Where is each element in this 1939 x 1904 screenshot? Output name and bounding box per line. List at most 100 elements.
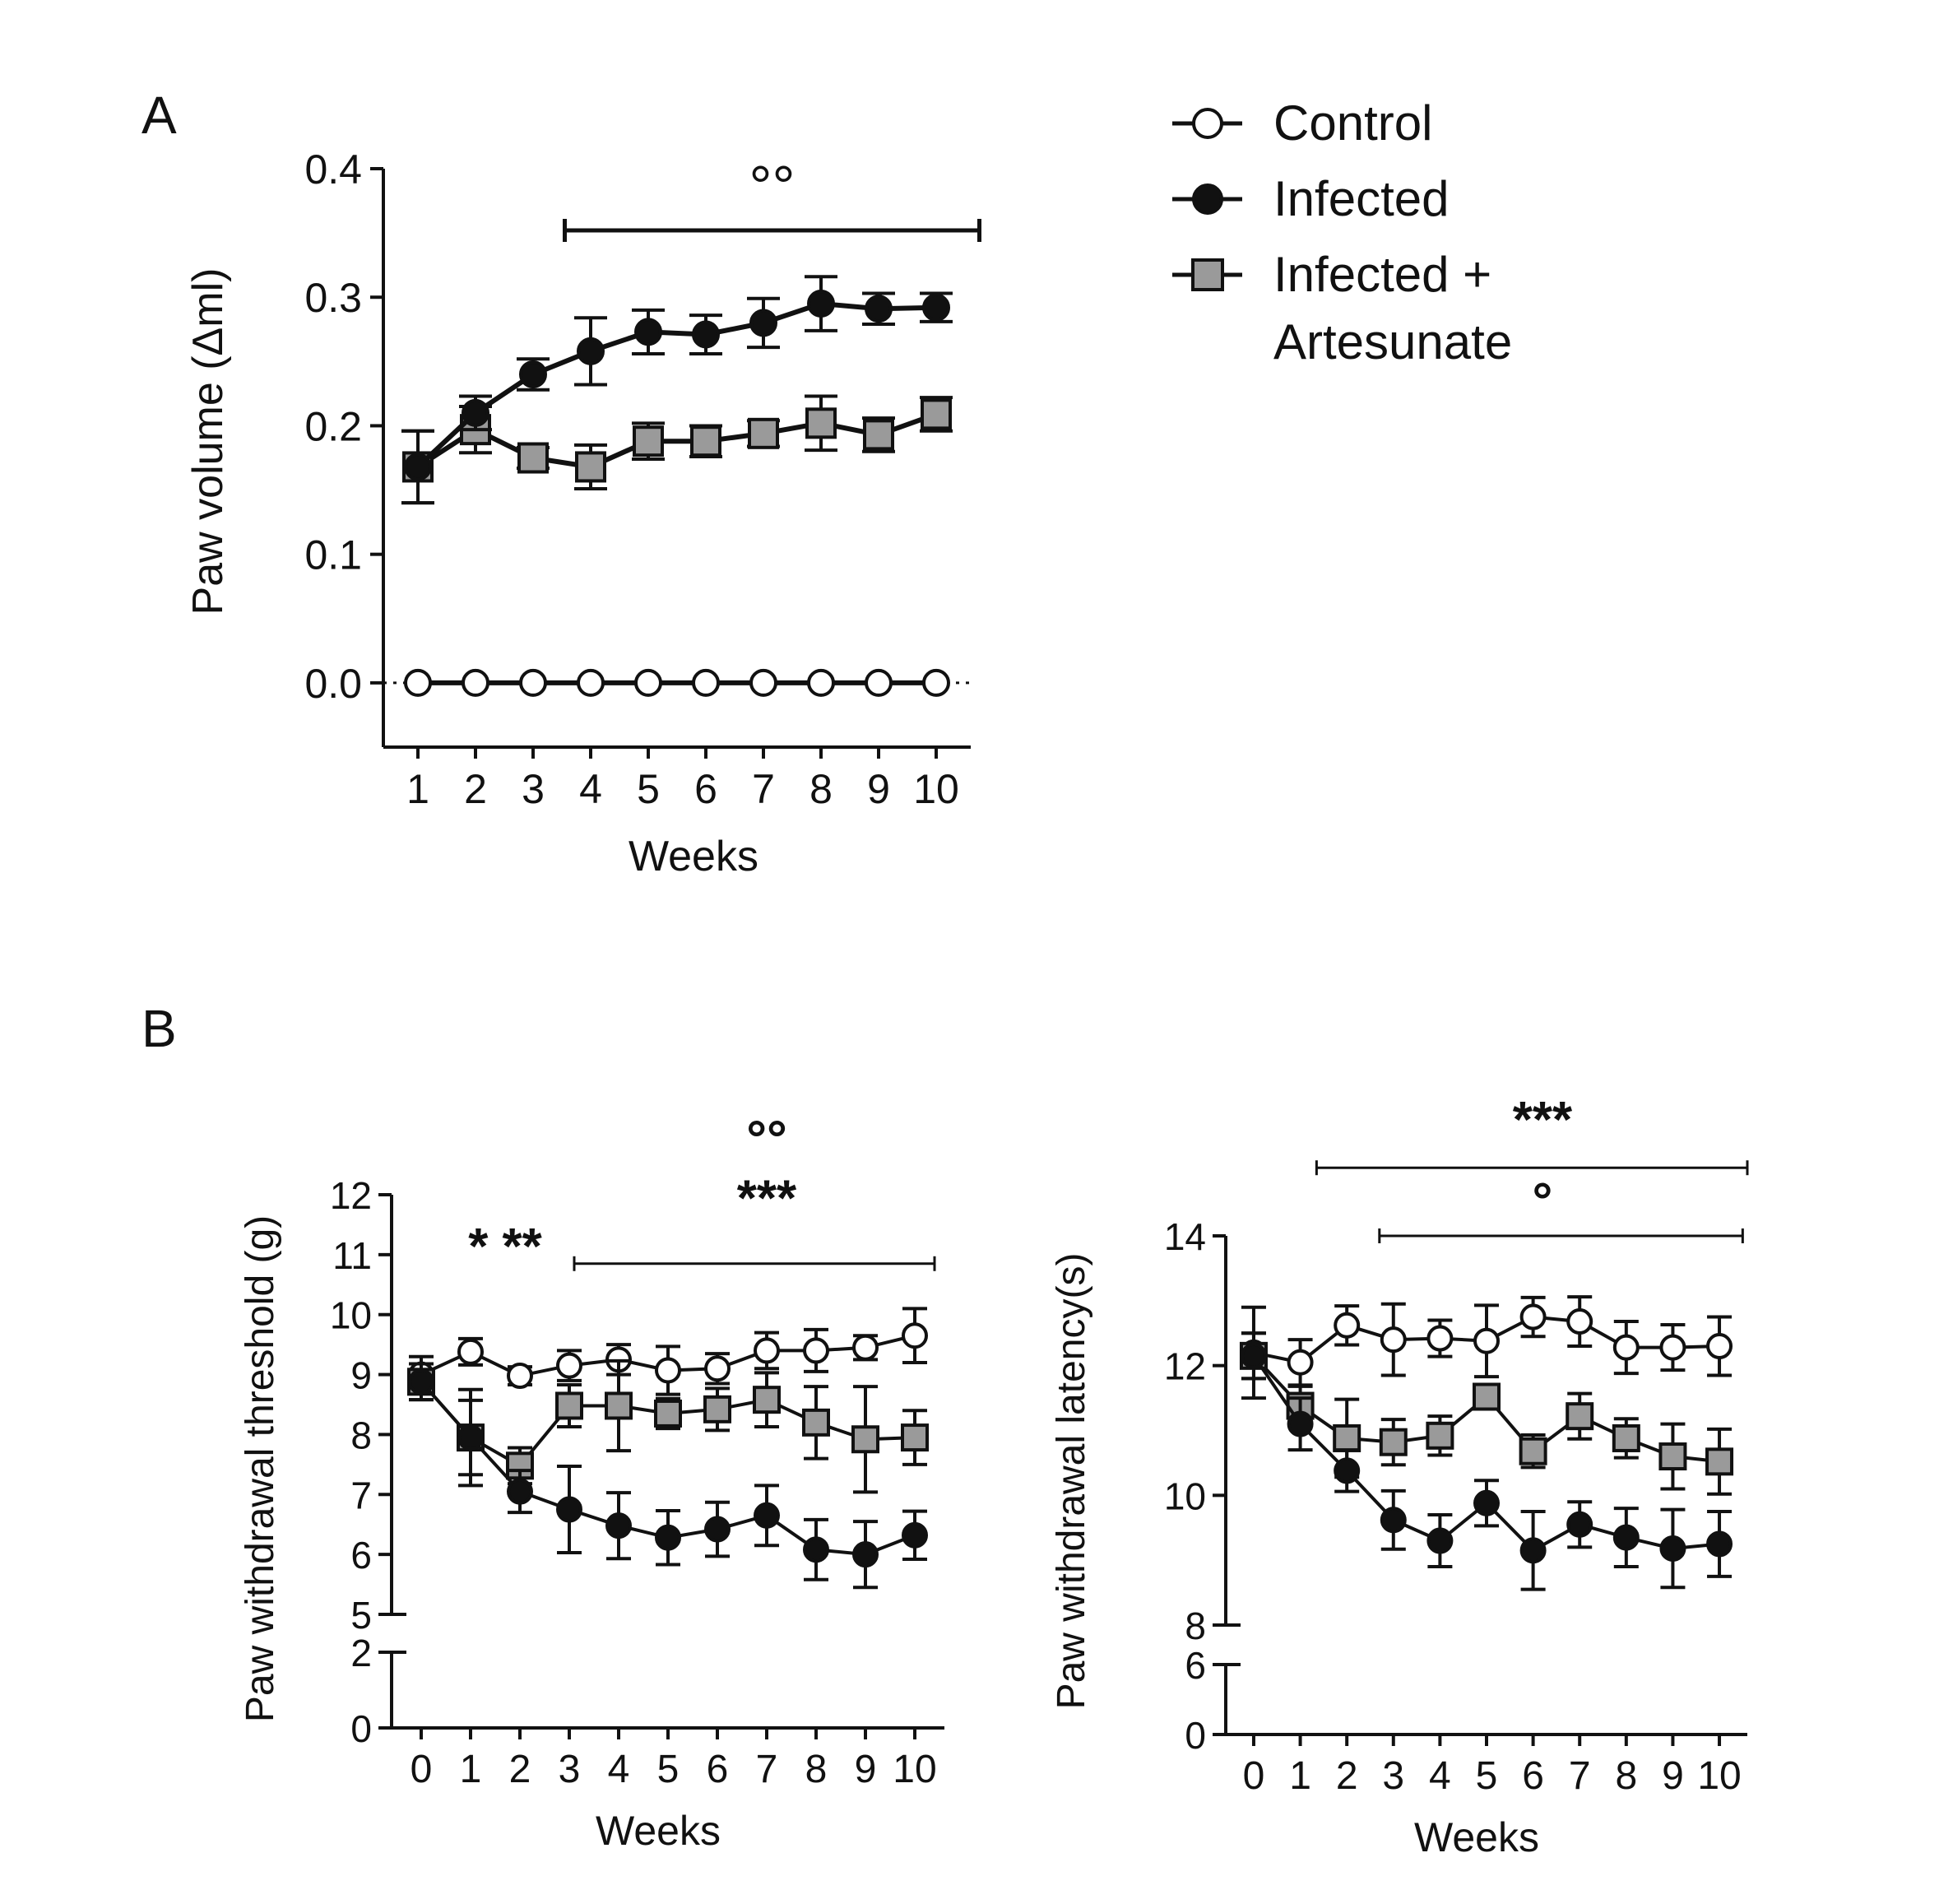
data-point-artesunate — [575, 451, 606, 483]
data-point-control — [749, 668, 777, 697]
data-point-artesunate — [1473, 1382, 1501, 1411]
x-tick-label: 7 — [1569, 1754, 1591, 1798]
data-point-infected — [1612, 1524, 1640, 1551]
data-point-artesunate — [901, 1423, 929, 1452]
data-point-infected — [1380, 1507, 1407, 1534]
series-infected — [1240, 1331, 1733, 1591]
data-point-infected — [749, 309, 777, 337]
x-tick-label: 2 — [464, 766, 487, 812]
legend-marker-infected — [1192, 183, 1223, 215]
x-tick-label: 1 — [1289, 1754, 1311, 1798]
data-point-control — [1473, 1327, 1500, 1354]
data-point-artesunate — [753, 1386, 781, 1414]
data-point-infected — [1706, 1530, 1733, 1558]
data-point-artesunate — [703, 1395, 731, 1423]
x-axis-title: Weeks — [1414, 1814, 1539, 1860]
legend-label-artesunate: Artesunate — [1273, 314, 1512, 369]
data-point-control — [1706, 1333, 1733, 1360]
legend: Control Infected Infected + Artesunate — [1172, 95, 1512, 369]
x-tick-label: 1 — [406, 766, 429, 812]
legend-marker-control — [1192, 108, 1223, 139]
panel-label-a: A — [141, 86, 177, 145]
data-point-control — [655, 1357, 681, 1384]
data-point-artesunate — [1612, 1423, 1640, 1452]
x-tick-label: 2 — [1336, 1754, 1358, 1798]
x-tick-label: 4 — [579, 766, 602, 812]
data-point-control — [1287, 1349, 1314, 1376]
y-axis-title: Paw withdrawal threshold (g) — [239, 1215, 282, 1722]
data-point-control — [462, 668, 489, 697]
x-tick-label: 6 — [694, 766, 717, 812]
data-point-infected — [577, 337, 605, 365]
y-tick-label: 11 — [332, 1234, 372, 1277]
data-point-artesunate — [802, 1408, 830, 1437]
x-tick-label: 0 — [411, 1748, 433, 1791]
data-point-artesunate — [1658, 1442, 1687, 1471]
data-point-infected — [655, 1524, 681, 1551]
data-point-control — [807, 668, 835, 697]
x-tick-label: 10 — [913, 766, 959, 812]
data-point-infected — [692, 320, 720, 349]
legend-marker-artesunate — [1191, 258, 1224, 291]
x-tick-label: 2 — [509, 1748, 531, 1791]
x-tick-label: 6 — [707, 1748, 729, 1791]
series-line-artesunate — [416, 411, 938, 470]
y-tick-label: 0.3 — [304, 275, 362, 321]
data-point-control — [1380, 1326, 1407, 1354]
x-tick-label: 4 — [1429, 1754, 1451, 1798]
series-control — [404, 668, 950, 697]
data-point-infected — [852, 1541, 879, 1568]
series-line-infected — [415, 300, 937, 469]
data-point-artesunate — [1705, 1447, 1734, 1476]
y-tick-label: 14 — [1164, 1215, 1206, 1258]
x-tick-label: 1 — [460, 1748, 482, 1791]
data-point-artesunate — [654, 1399, 682, 1428]
y-tick-label: 12 — [1164, 1345, 1206, 1388]
data-point-control — [577, 668, 605, 697]
panel-label-b: B — [141, 999, 177, 1058]
data-point-artesunate — [1566, 1402, 1594, 1431]
y-tick-label: 0.4 — [304, 146, 362, 193]
y-tick-label: 5 — [350, 1594, 372, 1637]
data-point-artesunate — [555, 1391, 583, 1420]
data-point-infected — [902, 1521, 928, 1549]
data-point-control — [922, 668, 950, 697]
data-point-control — [1426, 1325, 1454, 1352]
data-point-control — [865, 668, 893, 697]
x-tick-label: 7 — [752, 766, 775, 812]
x-tick-label: 3 — [559, 1748, 581, 1791]
x-axis-title: Weeks — [596, 1808, 721, 1854]
x-tick-label: 9 — [1662, 1754, 1684, 1798]
data-point-artesunate — [633, 425, 664, 457]
data-point-infected — [1473, 1489, 1500, 1516]
data-point-artesunate — [863, 419, 894, 451]
chart-panel-a: 0.0 0.1 0.2 0.3 0.4 1 2 3 4 5 6 7 8 9 10 Weeks Paw volum… — [184, 146, 981, 880]
significance-annotation: ° — [1533, 1173, 1553, 1230]
data-point-infected — [1566, 1511, 1593, 1538]
y-tick-label: 9 — [350, 1354, 372, 1397]
data-point-artesunate — [805, 407, 837, 439]
y-axis-title: Paw volume (Δml) — [184, 268, 232, 615]
x-tick-label: 6 — [1522, 1754, 1544, 1798]
x-tick-label: 10 — [893, 1748, 936, 1791]
y-tick-label: 8 — [1185, 1604, 1206, 1647]
y-tick-label: 12 — [330, 1174, 372, 1217]
x-tick-label: 3 — [522, 766, 545, 812]
data-point-infected — [704, 1516, 731, 1543]
data-point-infected — [408, 1368, 434, 1395]
y-tick-label: 8 — [350, 1414, 372, 1456]
significance-annotation: °° — [749, 155, 796, 219]
y-tick-label: 0.0 — [304, 661, 362, 707]
data-point-infected — [1334, 1457, 1361, 1484]
data-point-infected — [754, 1502, 780, 1529]
data-point-artesunate — [605, 1391, 633, 1420]
data-point-control — [404, 668, 432, 697]
x-tick-label: 4 — [608, 1748, 630, 1791]
y-tick-label: 0 — [1185, 1714, 1206, 1757]
data-point-infected — [1659, 1535, 1686, 1562]
y-tick-label: 0 — [350, 1707, 372, 1750]
